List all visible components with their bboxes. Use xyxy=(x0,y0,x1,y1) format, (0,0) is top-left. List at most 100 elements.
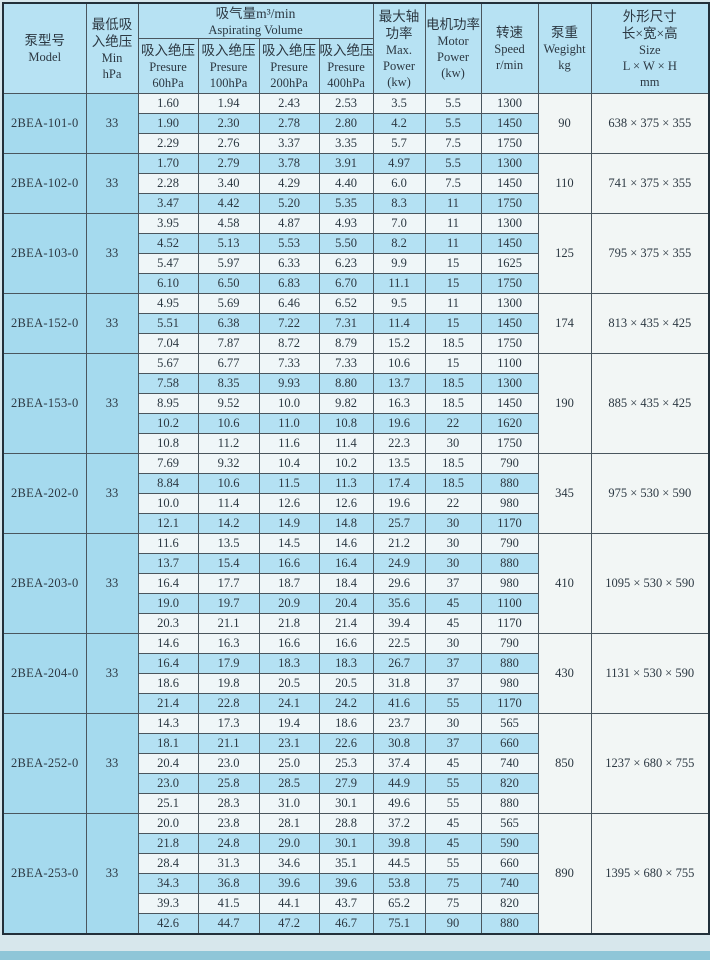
data-cell: 21.1 xyxy=(197,613,260,634)
weight-cell: 125 xyxy=(537,213,592,294)
min-pressure-cell: 33 xyxy=(85,453,139,534)
header-speed-en1: Speed xyxy=(494,42,525,56)
data-cell: 22 xyxy=(424,493,482,514)
data-cell: 1450 xyxy=(480,393,539,414)
header-weight-en2: kg xyxy=(558,58,571,72)
data-cell: 21.8 xyxy=(137,833,199,854)
data-cell: 21.1 xyxy=(197,733,260,754)
data-cell: 7.58 xyxy=(137,373,199,394)
data-cell: 13.7 xyxy=(372,373,426,394)
data-cell: 5.20 xyxy=(258,193,320,214)
data-cell: 820 xyxy=(480,773,539,794)
data-cell: 5.5 xyxy=(424,153,482,174)
data-cell: 9.82 xyxy=(318,393,374,414)
data-cell: 1300 xyxy=(480,93,539,114)
data-cell: 18.3 xyxy=(318,653,374,674)
model-cell: 2BEA-153-0 xyxy=(2,353,87,454)
table-row: 7.58 8.35 9.93 8.80 13.7 18.5 1300 xyxy=(3,373,709,394)
weight-cell: 110 xyxy=(537,153,592,214)
header-min-en2: hPa xyxy=(102,66,122,81)
data-cell: 1450 xyxy=(480,113,539,134)
size-cell: 795 × 375 × 355 xyxy=(590,213,710,294)
data-cell: 7.33 xyxy=(258,353,320,374)
data-cell: 9.93 xyxy=(258,373,320,394)
data-cell: 3.5 xyxy=(372,93,426,114)
data-cell: 21.2 xyxy=(372,533,426,554)
header-min-pressure: 最低吸 入绝压 Min hPa xyxy=(85,2,139,94)
data-cell: 65.2 xyxy=(372,893,426,914)
data-cell: 23.0 xyxy=(197,753,260,774)
data-cell: 28.4 xyxy=(137,853,199,874)
table-row: 34.3 36.8 39.6 39.6 53.8 75 740 xyxy=(3,873,709,894)
data-cell: 39.6 xyxy=(318,873,374,894)
data-cell: 30 xyxy=(424,513,482,534)
data-cell: 9.5 xyxy=(372,293,426,314)
table-row: 18.6 19.8 20.5 20.5 31.8 37 980 xyxy=(3,673,709,694)
data-cell: 3.95 xyxy=(137,213,199,234)
data-cell: 16.3 xyxy=(197,633,260,654)
data-cell: 10.2 xyxy=(137,413,199,434)
table-row: 4.52 5.13 5.53 5.50 8.2 11 1450 xyxy=(3,233,709,254)
data-cell: 16.6 xyxy=(258,553,320,574)
data-cell: 1.70 xyxy=(137,153,199,174)
data-cell: 2.28 xyxy=(137,173,199,194)
data-cell: 8.35 xyxy=(197,373,260,394)
data-cell: 39.4 xyxy=(372,613,426,634)
data-cell: 9.32 xyxy=(197,453,260,474)
data-cell: 22 xyxy=(424,413,482,434)
data-cell: 1450 xyxy=(480,233,539,254)
data-cell: 660 xyxy=(480,733,539,754)
data-cell: 2.79 xyxy=(197,153,260,174)
data-cell: 5.53 xyxy=(258,233,320,254)
header-max-power-zh2: 功率 xyxy=(385,25,413,41)
data-cell: 20.4 xyxy=(318,593,374,614)
data-cell: 3.35 xyxy=(318,133,374,154)
data-cell: 22.6 xyxy=(318,733,374,754)
header-min-en1: Min xyxy=(101,50,123,65)
data-cell: 39.3 xyxy=(137,893,199,914)
data-cell: 15 xyxy=(424,253,482,274)
data-cell: 29.6 xyxy=(372,573,426,594)
data-cell: 39.6 xyxy=(258,873,320,894)
data-cell: 17.9 xyxy=(197,653,260,674)
data-cell: 7.5 xyxy=(424,173,482,194)
data-cell: 39.8 xyxy=(372,833,426,854)
table-row: 12.1 14.2 14.9 14.8 25.7 30 1170 xyxy=(3,513,709,534)
data-cell: 6.52 xyxy=(318,293,374,314)
table-row: 16.4 17.9 18.3 18.3 26.7 37 880 xyxy=(3,653,709,674)
data-cell: 21.8 xyxy=(258,613,320,634)
data-cell: 12.6 xyxy=(258,493,320,514)
header-model-zh: 泵型号 xyxy=(24,33,66,48)
data-cell: 24.2 xyxy=(318,693,374,714)
table-row: 2BEA-103-0 33 3.95 4.58 4.87 4.93 7.0 11 1300 125… xyxy=(2,213,710,294)
data-cell: 23.1 xyxy=(258,733,320,754)
data-cell: 10.8 xyxy=(318,413,374,434)
data-cell: 15.4 xyxy=(197,553,260,574)
header-size: 外形尺寸 长×宽×高 Size L × W × H mm xyxy=(590,2,710,94)
data-cell: 660 xyxy=(480,853,539,874)
data-cell: 7.0 xyxy=(372,213,426,234)
data-cell: 14.9 xyxy=(258,513,320,534)
data-cell: 2.43 xyxy=(258,93,320,114)
data-cell: 1.94 xyxy=(197,93,260,114)
header-pressure-100-en: Presure xyxy=(209,59,248,74)
data-cell: 18.1 xyxy=(137,733,199,754)
header-pressure-60-zh: 吸入绝压 xyxy=(141,42,195,58)
data-cell: 43.7 xyxy=(318,893,374,914)
data-cell: 980 xyxy=(480,673,539,694)
data-cell: 45 xyxy=(424,813,482,834)
data-cell: 8.72 xyxy=(258,333,320,354)
table-row: 5.47 5.97 6.33 6.23 9.9 15 1625 xyxy=(3,253,709,274)
min-pressure-cell: 33 xyxy=(85,153,139,214)
table-row: 5.51 6.38 7.22 7.31 11.4 15 1450 xyxy=(3,313,709,334)
header-weight-en1: Wegight xyxy=(543,42,586,56)
data-cell: 5.7 xyxy=(372,133,426,154)
data-cell: 55 xyxy=(424,693,482,714)
data-cell: 8.2 xyxy=(372,233,426,254)
data-cell: 740 xyxy=(480,753,539,774)
data-cell: 6.77 xyxy=(197,353,260,374)
min-pressure-cell: 33 xyxy=(85,213,139,294)
size-cell: 1237 × 680 × 755 xyxy=(590,713,710,814)
data-cell: 1750 xyxy=(480,333,539,354)
